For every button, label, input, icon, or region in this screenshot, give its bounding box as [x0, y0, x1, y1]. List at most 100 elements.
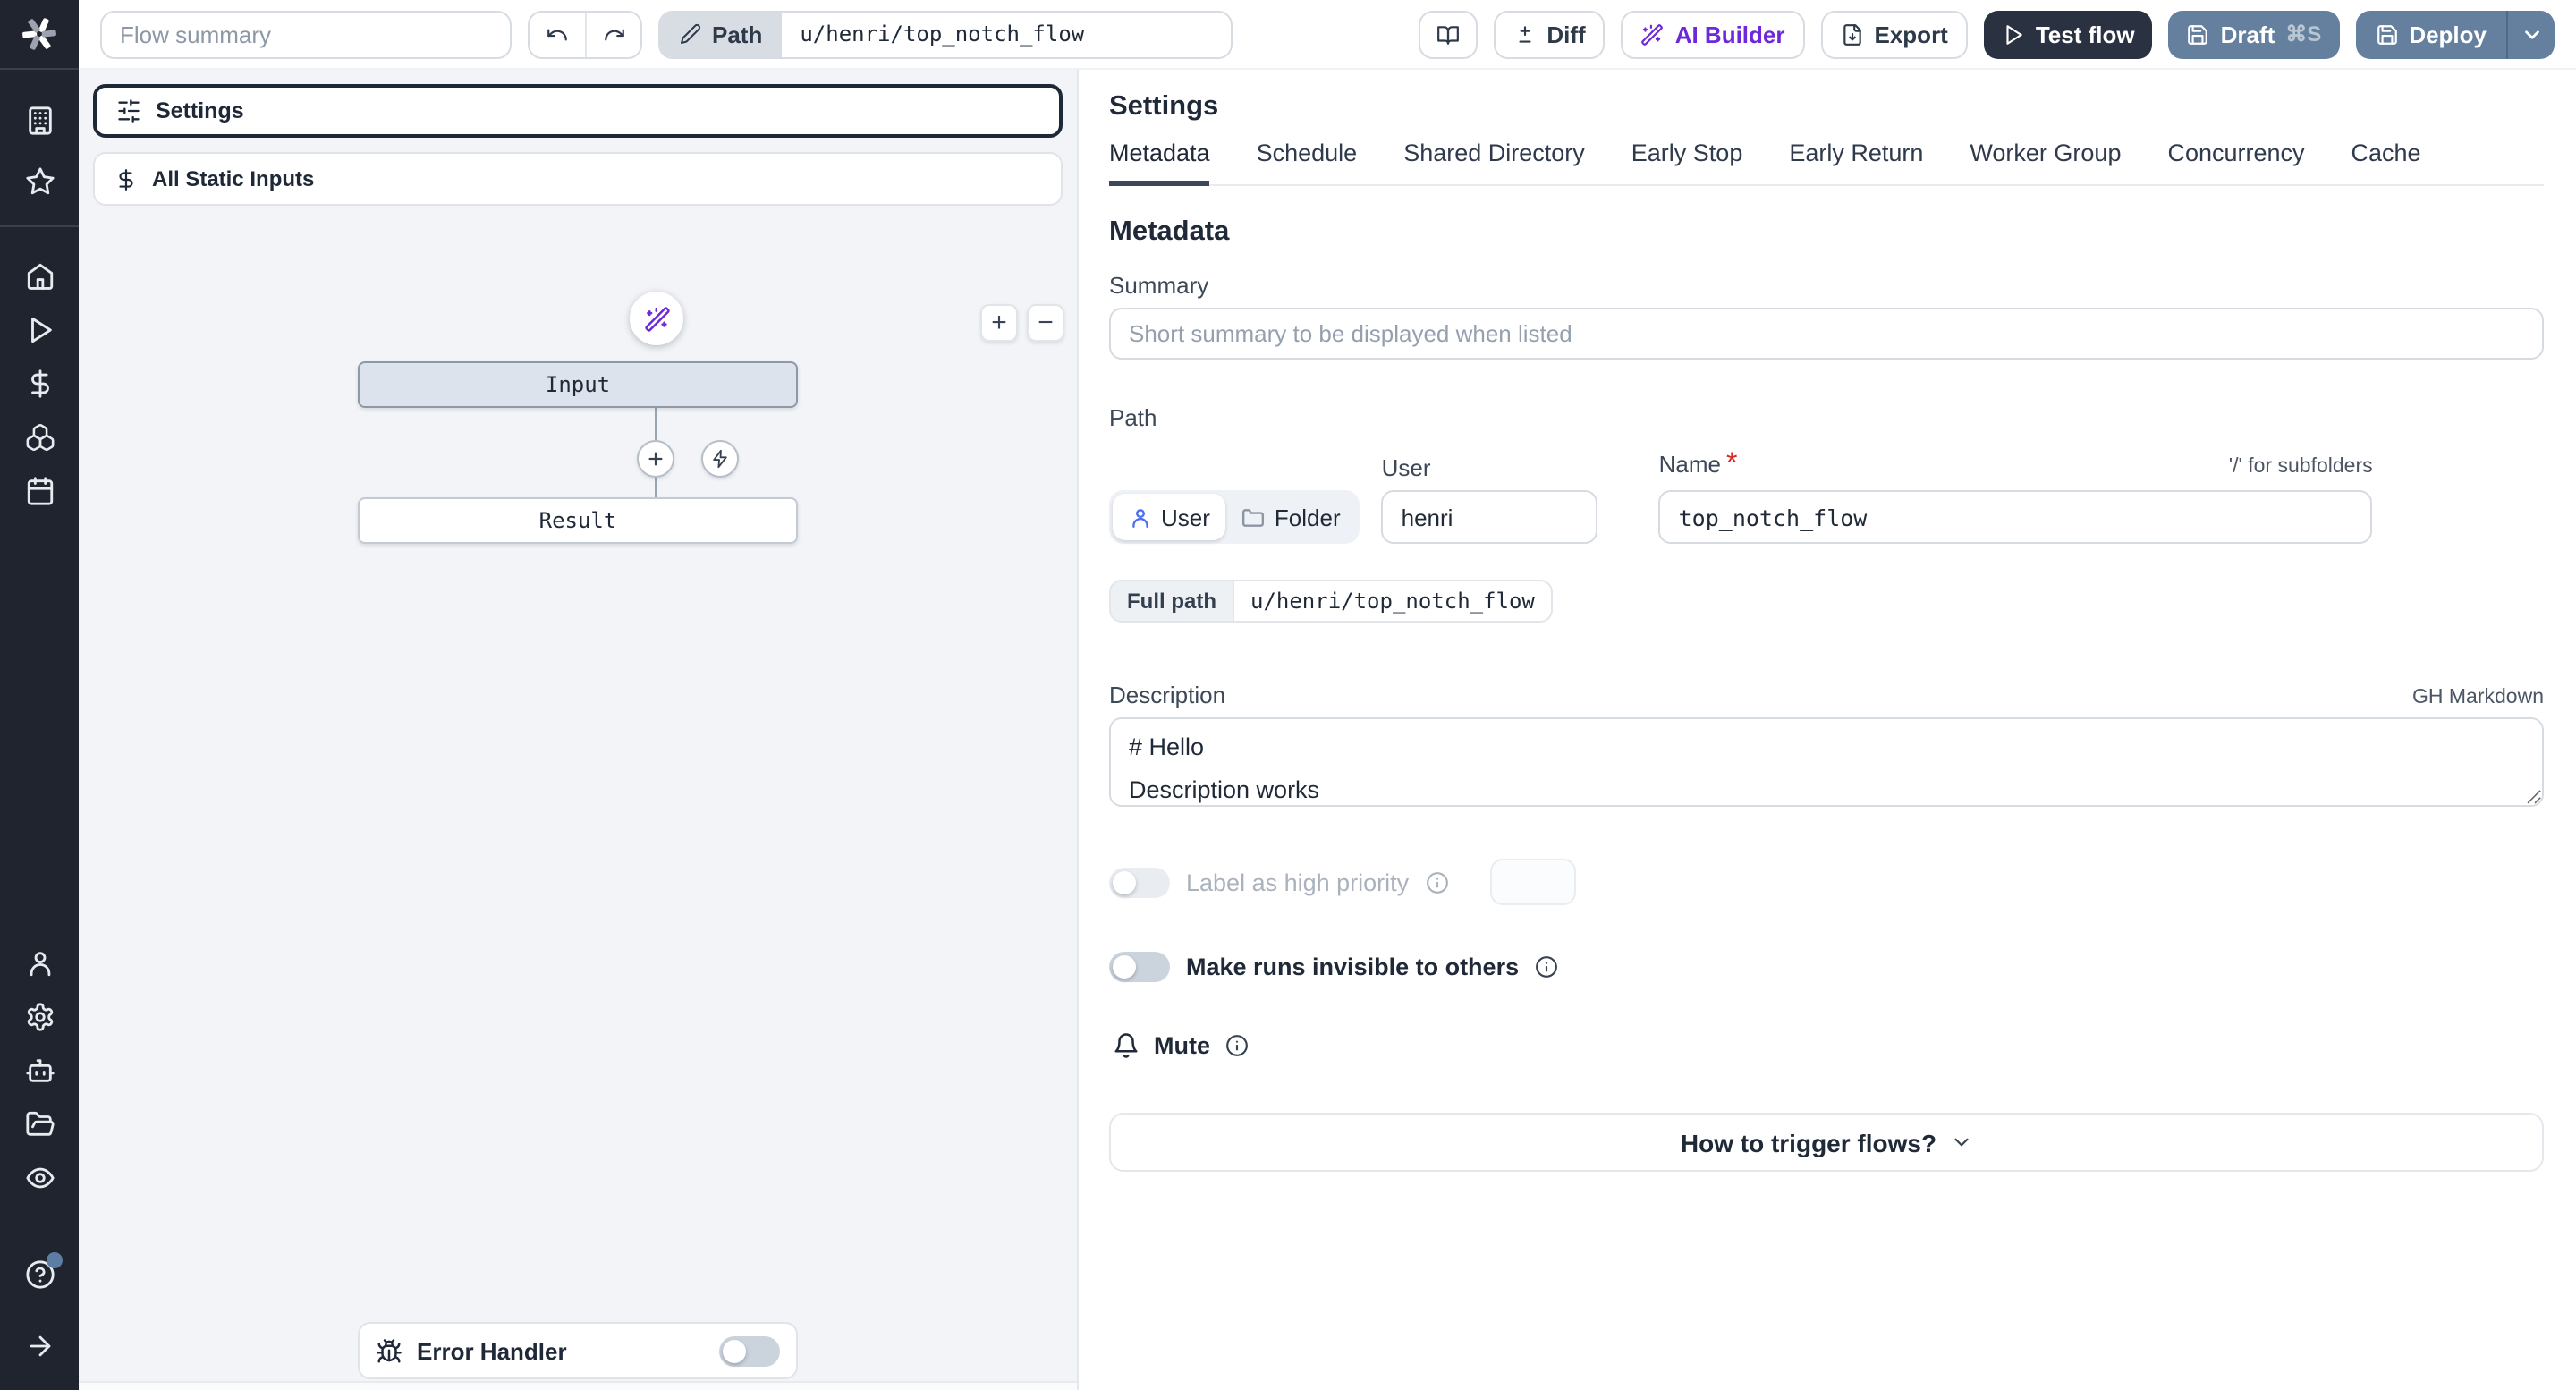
description-label: Description — [1109, 682, 1226, 708]
result-node[interactable]: Result — [358, 497, 798, 544]
redo-icon — [604, 28, 623, 40]
export-label: Export — [1874, 21, 1948, 47]
save-icon — [2188, 24, 2208, 44]
toggle-knob — [1113, 955, 1136, 979]
owner-input[interactable] — [1381, 490, 1598, 544]
description-textarea[interactable]: # Hello Description works — [1109, 717, 2544, 807]
flow-settings-card[interactable]: Settings — [93, 84, 1063, 138]
input-node[interactable]: Input — [358, 361, 798, 408]
bell-icon — [1114, 1033, 1138, 1058]
robot-icon — [25, 1058, 54, 1081]
save-draft-button[interactable]: Draft ⌘S — [2168, 10, 2340, 58]
plus-icon — [648, 452, 663, 466]
topbar: Path u/henri/top_notch_flow Diff AI Buil… — [79, 0, 2576, 70]
sidebar-item-audit[interactable] — [0, 1150, 79, 1204]
sidebar-item-home[interactable] — [0, 249, 79, 302]
undo-button[interactable] — [530, 12, 585, 56]
zoom-in-button[interactable]: + — [980, 304, 1018, 342]
name-field-header: Name * '/' for subfolders — [1659, 449, 2373, 481]
metadata-section-title: Metadata — [1109, 216, 1230, 247]
dollar-icon — [119, 168, 133, 190]
draft-label: Draft — [2220, 21, 2275, 47]
invisible-runs-toggle[interactable] — [1109, 952, 1170, 982]
ai-builder-button[interactable]: AI Builder — [1621, 10, 1805, 58]
full-path-row: Full path u/henri/top_notch_flow — [1109, 580, 1553, 623]
static-inputs-card[interactable]: All Static Inputs — [93, 152, 1063, 206]
flow-settings-card-label: Settings — [156, 98, 244, 123]
building-icon — [28, 106, 51, 134]
owner-folder-label: Folder — [1274, 504, 1341, 530]
play-icon — [2006, 24, 2022, 44]
tab-schedule[interactable]: Schedule — [1256, 140, 1358, 166]
sidebar-item-ai[interactable] — [0, 1043, 79, 1097]
tab-metadata[interactable]: Metadata — [1109, 140, 1210, 186]
sidebar-item-runs[interactable] — [0, 302, 79, 356]
diff-button[interactable]: Diff — [1493, 10, 1606, 58]
flow-canvas[interactable]: Settings All Static Inputs Input Result … — [79, 70, 1079, 1390]
play-icon — [30, 316, 51, 343]
add-step-button[interactable] — [637, 440, 674, 478]
flow-summary-input[interactable] — [100, 10, 512, 58]
owner-folder-option[interactable]: Folder — [1226, 494, 1357, 540]
error-handler-toggle[interactable] — [719, 1335, 780, 1366]
sidebar-item-folders[interactable] — [0, 1097, 79, 1150]
test-flow-label: Test flow — [2035, 21, 2135, 47]
path-section-label: Path — [1109, 404, 1157, 431]
deploy-label: Deploy — [2409, 21, 2487, 47]
subfolder-hint: '/' for subfolders — [2228, 456, 2373, 478]
path-row: User Folder User Name * '/' for subfolde… — [1109, 449, 2544, 544]
docs-button[interactable] — [1418, 10, 1478, 58]
sidebar-item-variables[interactable] — [0, 356, 79, 410]
boxes-icon — [25, 423, 54, 450]
help-button[interactable] — [0, 1247, 79, 1301]
help-icon — [25, 1259, 54, 1288]
sidebar-item-settings[interactable] — [0, 989, 79, 1043]
summary-input[interactable] — [1109, 308, 2544, 360]
expand-sidebar-button[interactable] — [0, 1318, 79, 1372]
required-asterisk: * — [1726, 449, 1738, 479]
export-button[interactable]: Export — [1820, 10, 1968, 58]
result-node-label: Result — [538, 508, 617, 533]
folder-icon — [25, 1110, 54, 1135]
redo-button[interactable] — [585, 12, 640, 56]
zoom-out-button[interactable]: − — [1027, 304, 1064, 342]
save-icon — [2377, 24, 2397, 44]
test-flow-button[interactable]: Test flow — [1983, 10, 2153, 58]
topbar-actions: Diff AI Builder Export Test flow Draft ⌘… — [1418, 10, 2555, 58]
tab-early-stop[interactable]: Early Stop — [1631, 140, 1743, 166]
edit-path-button[interactable]: Path — [660, 12, 783, 56]
tab-shared-directory[interactable]: Shared Directory — [1403, 140, 1585, 166]
flow-path-value: u/henri/top_notch_flow — [800, 21, 1085, 47]
tab-cache[interactable]: Cache — [2351, 140, 2421, 166]
sidebar-item-favorites[interactable] — [0, 154, 79, 208]
deploy-button[interactable]: Deploy — [2355, 10, 2506, 58]
markdown-hint: GH Markdown — [2412, 687, 2544, 708]
full-path-value: u/henri/top_notch_flow — [1234, 580, 1553, 623]
undo-icon — [547, 28, 567, 40]
windmill-logo[interactable] — [18, 13, 61, 55]
deploy-options-button[interactable] — [2506, 10, 2555, 58]
arrow-right-icon — [29, 1335, 50, 1356]
how-to-trigger-flows-button[interactable]: How to trigger flows? — [1109, 1113, 2544, 1172]
sidebar-item-schedules[interactable] — [0, 463, 79, 517]
tab-worker-group[interactable]: Worker Group — [1970, 140, 2122, 166]
high-priority-toggle[interactable] — [1109, 867, 1170, 897]
gear-icon — [26, 1002, 53, 1030]
mute-row[interactable]: Mute — [1113, 1032, 2544, 1059]
sidebar-item-workspace[interactable] — [0, 93, 79, 147]
add-trigger-button[interactable] — [701, 440, 739, 478]
toggle-knob — [1113, 870, 1136, 894]
sidebar-item-resources[interactable] — [0, 410, 79, 463]
tab-concurrency[interactable]: Concurrency — [2167, 140, 2305, 166]
wand-sparkles-icon — [644, 306, 669, 331]
tab-early-return[interactable]: Early Return — [1789, 140, 1924, 166]
home-icon — [26, 262, 53, 289]
error-handler-card[interactable]: Error Handler — [358, 1322, 798, 1379]
zap-icon — [713, 449, 727, 469]
owner-user-label: User — [1161, 504, 1210, 530]
ai-flow-builder-button[interactable] — [630, 292, 683, 345]
flow-name-input[interactable] — [1658, 490, 2373, 544]
sidebar-item-users[interactable] — [0, 936, 79, 989]
owner-user-option[interactable]: User — [1113, 494, 1226, 540]
